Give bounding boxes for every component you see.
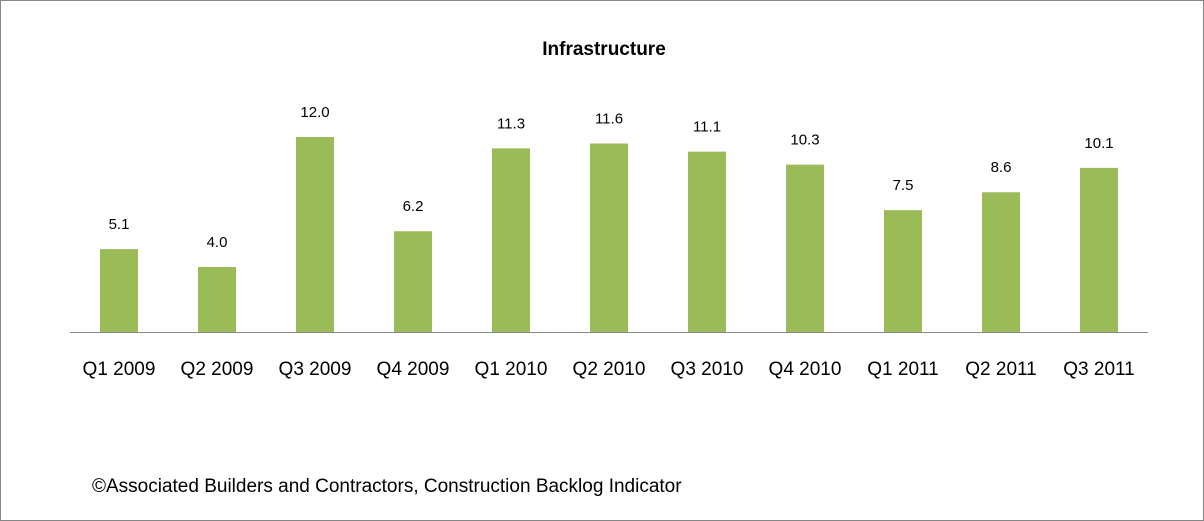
x-tick-label: Q1 2010	[475, 359, 548, 380]
data-label: 10.3	[790, 132, 819, 149]
data-label: 4.0	[207, 234, 228, 251]
data-label: 11.3	[497, 115, 525, 132]
x-tick-label: Q3 2011	[1063, 359, 1134, 380]
bar	[688, 151, 726, 332]
bar	[982, 192, 1020, 332]
bar	[394, 231, 432, 332]
x-tick-label: Q3 2009	[279, 359, 352, 380]
data-label: 6.2	[403, 198, 424, 215]
bar	[590, 143, 628, 332]
chart-title: Infrastructure	[542, 39, 666, 60]
x-tick-label: Q2 2010	[573, 359, 646, 380]
bar	[100, 249, 138, 332]
data-label: 12.0	[300, 104, 329, 121]
x-tick-label: Q2 2009	[181, 359, 254, 380]
data-label: 7.5	[893, 177, 914, 194]
bar	[1080, 167, 1118, 332]
x-tick-label: Q4 2010	[769, 359, 842, 380]
data-label: 5.1	[109, 216, 130, 233]
bar	[884, 210, 922, 332]
bar	[492, 148, 530, 332]
data-label: 11.1	[693, 119, 721, 136]
x-tick-label: Q3 2010	[671, 359, 744, 380]
source-note: ©Associated Builders and Contractors, Co…	[92, 476, 682, 497]
data-label: 10.1	[1084, 135, 1113, 152]
bar	[786, 164, 824, 332]
x-tick-label: Q4 2009	[377, 359, 450, 380]
data-label: 11.6	[595, 110, 623, 127]
x-tick-label: Q1 2009	[83, 359, 156, 380]
x-tick-label: Q1 2011	[867, 359, 938, 380]
bar	[198, 267, 236, 332]
data-label: 8.6	[991, 159, 1012, 176]
bar	[296, 137, 334, 332]
x-tick-label: Q2 2011	[965, 359, 1036, 380]
